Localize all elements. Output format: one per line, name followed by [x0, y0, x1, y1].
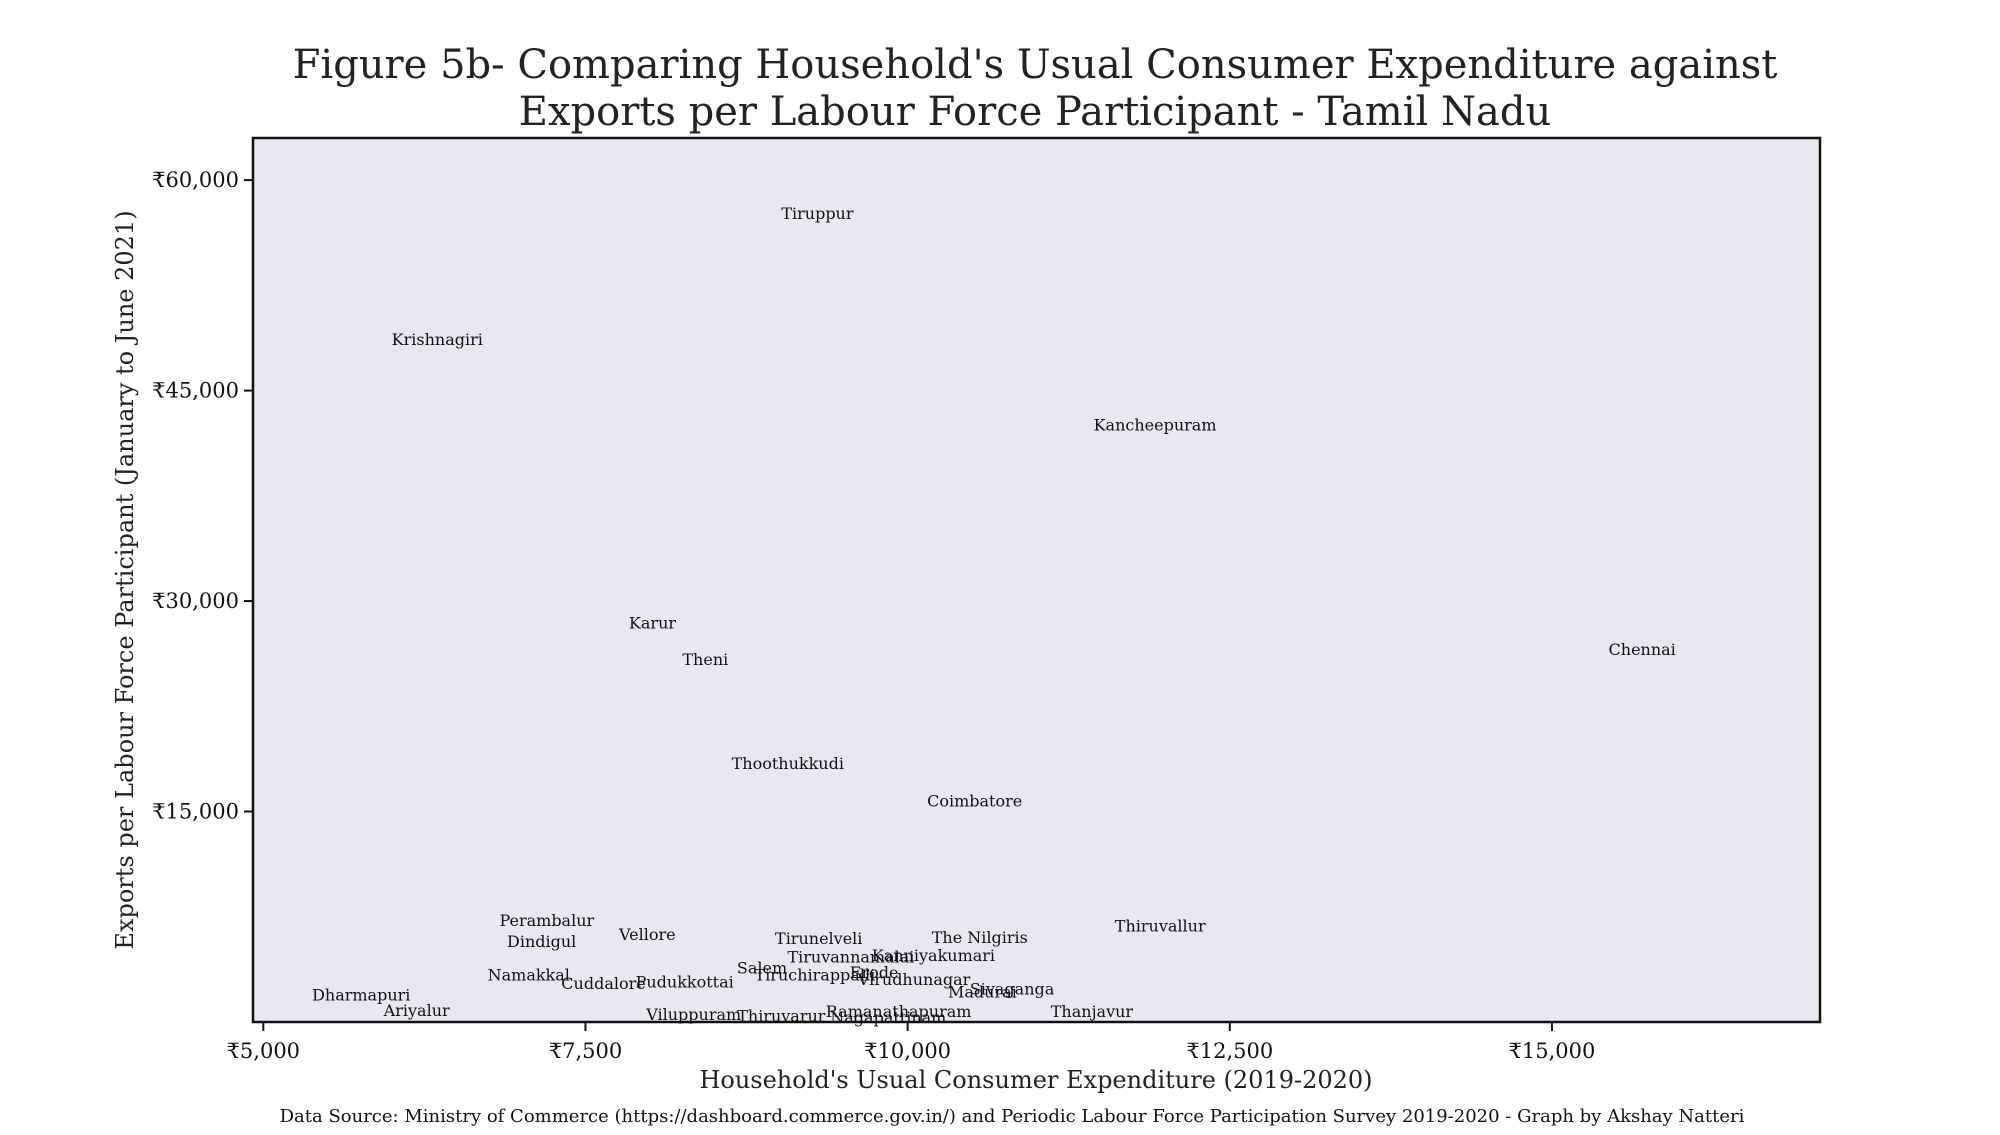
data-point-label: Thoothukkudi — [732, 754, 844, 773]
data-point-label: Ariyalur — [383, 1001, 450, 1020]
data-point-label: Tirunelveli — [775, 929, 862, 948]
data-point-label: Chennai — [1609, 640, 1676, 659]
data-point-label: Tiruvannamalai — [787, 947, 914, 966]
data-point-label: Erode — [850, 963, 899, 982]
data-point-label: Thiruvallur — [1115, 917, 1206, 936]
y-tick-label: ₹15,000 — [152, 800, 239, 824]
data-point-label: Vellore — [618, 925, 676, 944]
chart-title-line-2: Exports per Labour Force Participant - T… — [519, 89, 1552, 135]
x-axis-ticks: ₹5,000 ₹7,500 ₹10,000 ₹12,500 ₹15,000 — [227, 1022, 1596, 1063]
y-axis-label: Exports per Labour Force Participant (Ja… — [111, 210, 139, 949]
x-tick-label: ₹15,000 — [1509, 1039, 1596, 1063]
data-point-label: Dharmapuri — [312, 985, 410, 1004]
data-point-label: Dindigul — [507, 932, 576, 951]
data-point-label: Namakkal — [488, 966, 570, 985]
data-point-label: Salem — [737, 959, 787, 978]
data-source-note: Data Source: Ministry of Commerce (https… — [280, 1106, 1745, 1127]
data-point-label: Thanjavur — [1051, 1002, 1134, 1021]
x-tick-label: ₹12,500 — [1186, 1039, 1273, 1063]
data-point-labels: Tiruppur Krishnagiri Kancheepuram Chennai Ka… — [312, 204, 1676, 1027]
data-point-label: Kanniyakumari — [872, 946, 995, 965]
data-point-label: Sivaganga — [970, 980, 1055, 999]
x-tick-label: ₹7,500 — [549, 1039, 622, 1063]
data-point-label: Pudukkottai — [636, 973, 734, 992]
data-point-label: Viluppuram — [645, 1005, 741, 1024]
data-point-label: Perambalur — [499, 911, 594, 930]
data-point-label: Virudhunagar — [857, 970, 971, 989]
x-tick-label: ₹5,000 — [227, 1039, 300, 1063]
data-point-label: Tiruppur — [781, 204, 854, 223]
chart-title-line-1: Figure 5b- Comparing Household's Usual C… — [293, 42, 1778, 88]
data-point-label: Theni — [682, 650, 728, 669]
data-point-label: Madurai — [948, 983, 1017, 1002]
data-point-label: Krishnagiri — [392, 330, 483, 349]
y-tick-label: ₹30,000 — [152, 589, 239, 613]
y-axis-ticks: ₹15,000 ₹30,000 ₹45,000 ₹60,000 — [152, 168, 253, 824]
data-point-label: Kancheepuram — [1094, 416, 1217, 435]
data-point-label: Coimbatore — [927, 792, 1022, 811]
x-tick-label: ₹10,000 — [864, 1039, 951, 1063]
plot-area — [251, 136, 1822, 1024]
y-tick-label: ₹60,000 — [152, 168, 239, 192]
data-point-label: Cuddalore — [561, 974, 645, 993]
data-point-label: Thiruvarur — [737, 1006, 826, 1025]
data-point-label: Ramanathapuram — [826, 1002, 972, 1021]
data-point-label: Nagapattinam — [830, 1008, 946, 1027]
data-point-label: The Nilgiris — [932, 928, 1028, 947]
y-tick-label: ₹45,000 — [152, 379, 239, 403]
data-point-label: Karur — [629, 613, 676, 632]
data-point-label: Tiruchirappalli — [755, 966, 876, 985]
x-axis-label: Household's Usual Consumer Expenditure (… — [699, 1066, 1372, 1094]
